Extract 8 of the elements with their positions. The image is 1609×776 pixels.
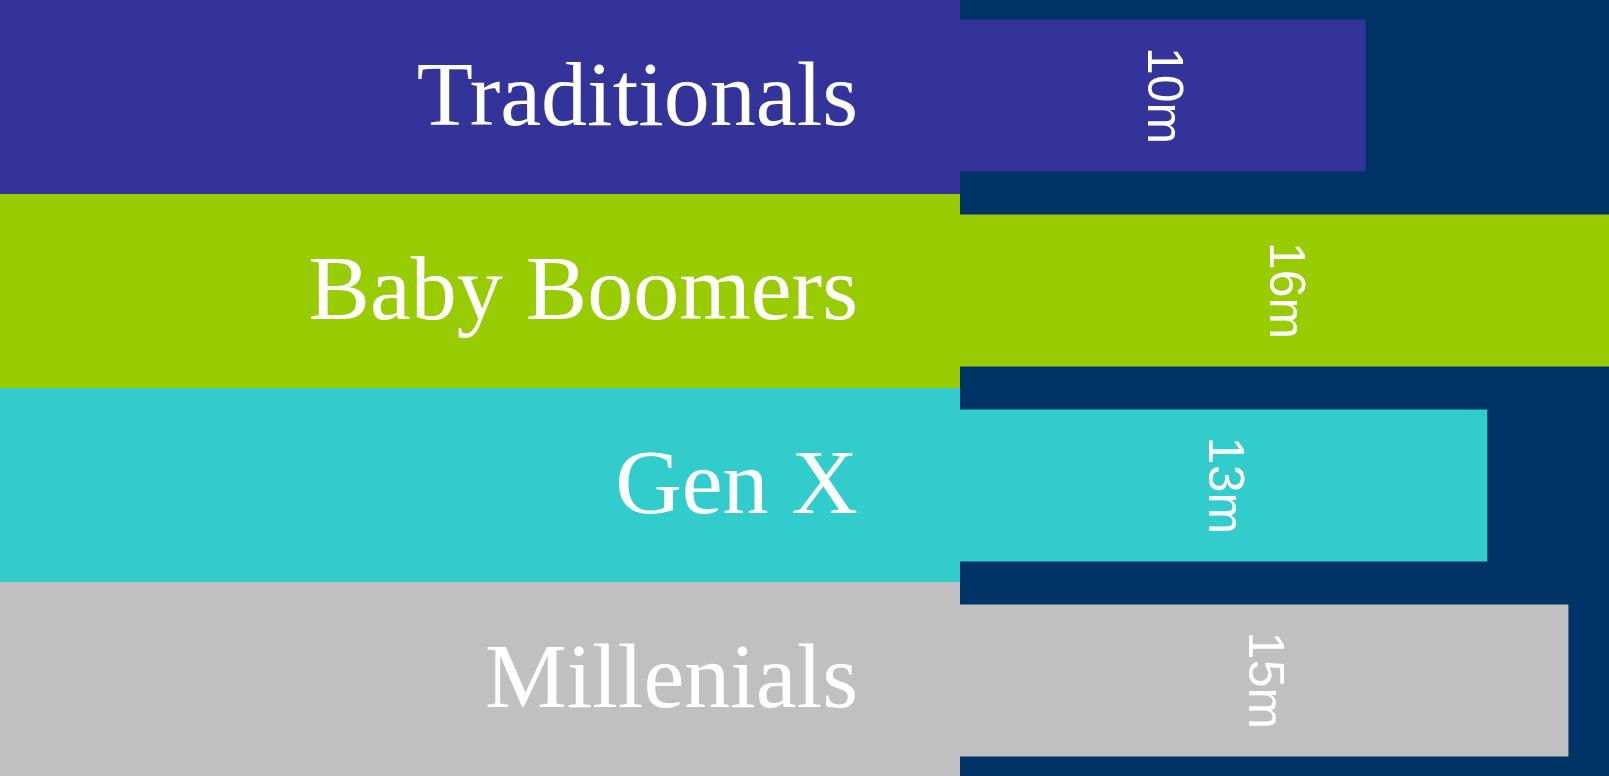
y-tick-label: Traditionals bbox=[416, 43, 858, 145]
data-label: 13m bbox=[1197, 436, 1254, 535]
data-label: 10m bbox=[1136, 46, 1193, 145]
y-tick-label: Baby Boomers bbox=[308, 237, 858, 339]
y-tick-label: Gen X bbox=[615, 431, 858, 533]
y-tick-label: Millenials bbox=[484, 625, 858, 727]
data-label: 16m bbox=[1258, 241, 1315, 340]
data-label: 15m bbox=[1238, 631, 1295, 730]
